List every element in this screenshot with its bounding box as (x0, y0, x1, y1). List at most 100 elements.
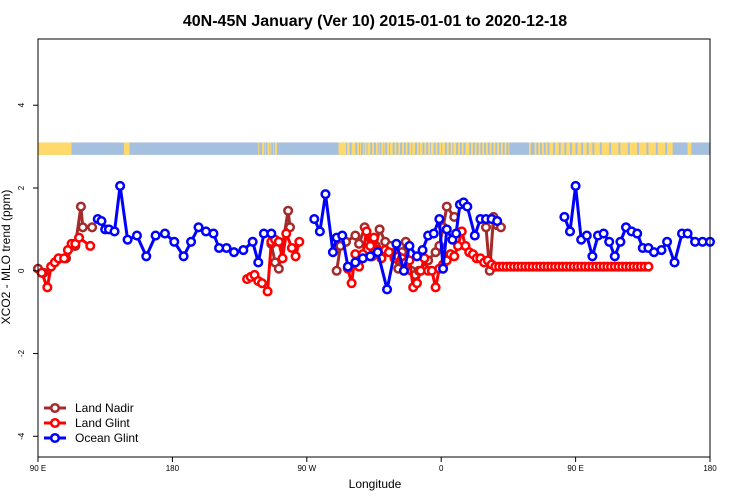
x-tick-label: 180 (166, 464, 180, 473)
data-point-ocean-glint (337, 230, 348, 241)
land-segment (474, 142, 477, 155)
land-segment (424, 142, 427, 155)
land-segment (38, 142, 72, 155)
data-point-ocean-glint (411, 251, 422, 262)
y-tick-label: -2 (17, 349, 26, 357)
data-point-ocean-glint (682, 228, 693, 239)
land-segment (372, 142, 374, 155)
land-segment (504, 142, 507, 155)
data-point-ocean-glint (570, 180, 581, 191)
y-axis-title: XCO2 - MLO trend (ppm) (0, 190, 13, 325)
data-point-ocean-glint (342, 261, 353, 272)
land-segment (601, 142, 610, 155)
land-segment (384, 142, 386, 155)
land-segment (566, 142, 570, 155)
land-segment (461, 142, 464, 155)
land-segment (648, 142, 656, 155)
land-segment (387, 142, 389, 155)
land-segment (508, 142, 510, 155)
data-point-land-nadir (480, 222, 492, 233)
x-tick-label: 180 (703, 464, 717, 473)
data-point-ocean-glint (309, 213, 320, 225)
x-tick-label: 0 (439, 464, 444, 473)
data-point-ocean-glint (404, 240, 415, 251)
land-segment (409, 142, 412, 155)
land-segment (351, 142, 356, 155)
land-segment (577, 142, 582, 155)
data-point-ocean-glint (564, 226, 576, 237)
data-point-land-glint (273, 236, 284, 247)
data-point-land-glint (365, 240, 376, 251)
data-point-land-glint (286, 242, 297, 254)
land-segment (534, 142, 537, 155)
land-segment (412, 142, 416, 155)
data-point-ocean-glint (587, 251, 598, 262)
y-tick-label: 0 (17, 268, 26, 273)
land-segment (442, 142, 445, 155)
land-segment (364, 142, 367, 155)
land-segment (571, 142, 576, 155)
land-segment (267, 142, 270, 155)
land-segment (620, 142, 628, 155)
data-point-ocean-glint (150, 230, 161, 241)
land-segment (389, 142, 393, 155)
land-segment (528, 142, 531, 155)
data-point-ocean-glint (662, 236, 673, 247)
data-point-ocean-glint (559, 211, 570, 223)
data-point-ocean-glint (228, 247, 240, 258)
y-axis: -4 -2 0 2 4 (17, 102, 38, 440)
x-tick-label: 90 E (567, 464, 583, 473)
land-sea-mask-band (38, 142, 710, 155)
data-point-land-glint (430, 282, 441, 293)
land-segment (428, 142, 430, 155)
data-point-ocean-glint (350, 257, 361, 268)
y-tick-label: -4 (17, 432, 26, 440)
land-segment (346, 142, 350, 155)
data-point-land-glint (368, 232, 380, 243)
land-segment (394, 142, 397, 155)
data-point-land-glint (74, 232, 85, 243)
legend-label: Land Nadir (75, 401, 134, 415)
data-point-ocean-glint (178, 251, 189, 262)
data-point-land-nadir (87, 222, 98, 233)
data-point-ocean-glint (428, 228, 439, 239)
land-segment (405, 142, 408, 155)
legend-swatch-marker (49, 432, 61, 444)
land-segment (458, 142, 460, 155)
data-point-ocean-glint (469, 230, 480, 241)
data-point-ocean-glint (253, 257, 264, 268)
data-point-ocean-glint (320, 189, 331, 200)
land-segment (367, 142, 371, 155)
data-point-ocean-glint (598, 228, 609, 239)
land-segment (629, 142, 638, 155)
land-segment (471, 142, 473, 155)
data-point-land-glint (281, 228, 292, 239)
data-point-ocean-glint (609, 251, 620, 262)
data-point-ocean-glint (115, 180, 126, 191)
legend-label: Ocean Glint (75, 431, 139, 445)
data-point-ocean-glint (434, 213, 445, 225)
land-segment (275, 142, 277, 155)
data-point-land-glint (411, 278, 422, 289)
land-segment (264, 142, 266, 155)
legend-swatch-marker (49, 402, 61, 414)
legend-item-land-nadir: Land Nadir (44, 401, 134, 415)
chart-title: 40N-45N January (Ver 10) 2015-01-01 to 2… (183, 13, 567, 30)
land-segment (375, 142, 378, 155)
data-point-ocean-glint (186, 236, 197, 247)
data-point-ocean-glint (398, 265, 409, 276)
land-segment (482, 142, 485, 155)
data-point-land-nadir (354, 238, 365, 249)
data-point-ocean-glint (122, 234, 133, 245)
data-point-land-nadir (331, 265, 342, 276)
data-point-land-glint (256, 278, 268, 289)
data-point-land-glint (59, 253, 70, 264)
plot-frame (37, 38, 711, 458)
land-segment (465, 142, 470, 155)
land-segment (478, 142, 481, 155)
data-point-ocean-glint (238, 245, 249, 256)
land-segment (583, 142, 587, 155)
data-point-land-glint (85, 240, 96, 251)
legend-swatch-marker (49, 417, 61, 429)
